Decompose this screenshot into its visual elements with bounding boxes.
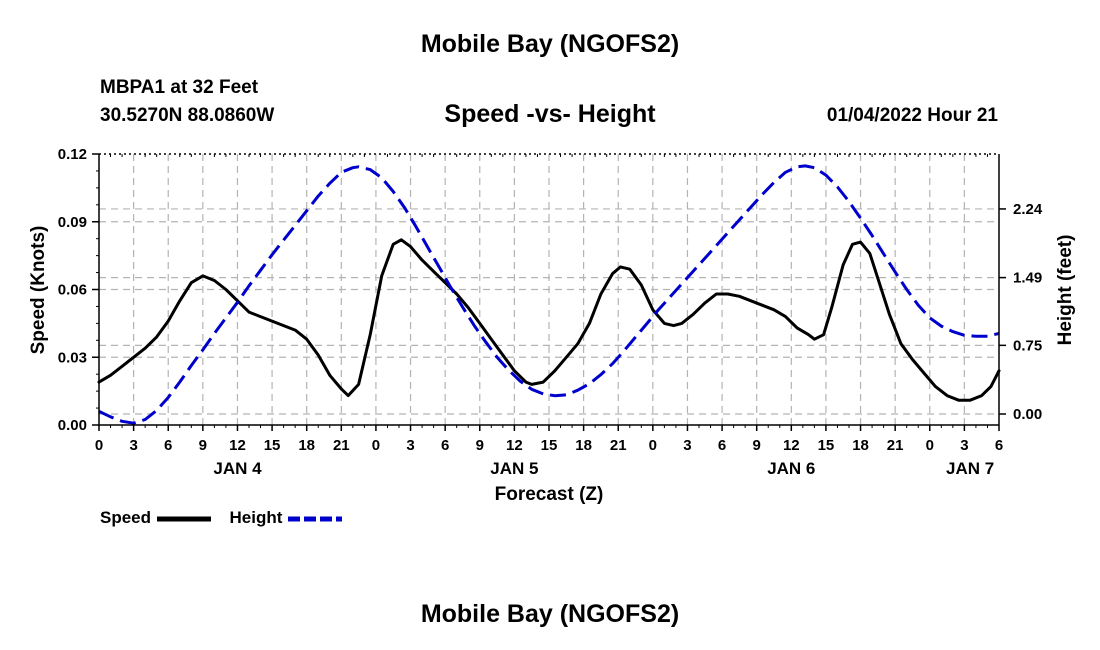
y-left-tick-label: 0.12 — [58, 146, 87, 163]
day-label: JAN 7 — [946, 459, 994, 478]
chart-title: Speed -vs- Height — [444, 100, 656, 128]
x-axis-label: Forecast (Z) — [495, 484, 604, 505]
x-tick-label: 21 — [333, 437, 350, 454]
y-axis-right-label: Height (feet) — [1055, 235, 1076, 346]
x-tick-label: 0 — [372, 437, 380, 454]
legend-height-swatch — [288, 516, 343, 522]
station-name: MBPA1 at 32 Feet — [100, 77, 259, 98]
x-tick-label: 15 — [541, 437, 558, 454]
x-tick-label: 21 — [887, 437, 904, 454]
y-left-tick-label: 0.03 — [58, 349, 87, 366]
x-tick-label: 3 — [683, 437, 691, 454]
day-label: JAN 4 — [213, 459, 262, 478]
x-tick-label: 6 — [441, 437, 449, 454]
x-tick-label: 9 — [476, 437, 484, 454]
legend-height-label: Height — [229, 508, 283, 527]
x-tick-label: 18 — [575, 437, 592, 454]
x-tick-label: 6 — [718, 437, 726, 454]
x-tick-label: 18 — [298, 437, 315, 454]
y-left-tick-label: 0.00 — [58, 417, 87, 434]
x-tick-label: 12 — [506, 437, 523, 454]
x-tick-label: 0 — [649, 437, 657, 454]
legend-speed-label: Speed — [100, 508, 152, 527]
x-tick-label: 15 — [818, 437, 835, 454]
station-coords: 30.5270N 88.0860W — [100, 105, 275, 126]
x-tick-label: 3 — [406, 437, 414, 454]
legend-speed-swatch — [156, 516, 211, 522]
series-line-speed — [97, 238, 1001, 402]
forecast-date: 01/04/2022 Hour 21 — [826, 105, 998, 126]
y-axis-left-label: Speed (Knots) — [28, 226, 49, 355]
x-tick-label: 9 — [199, 437, 207, 454]
series-line-height — [98, 164, 1000, 425]
x-tick-label: 12 — [229, 437, 246, 454]
x-tick-label: 18 — [852, 437, 869, 454]
y-right-tick-label: 0.00 — [1013, 406, 1042, 423]
x-tick-label: 0 — [95, 437, 103, 454]
y-right-tick-label: 0.75 — [1013, 337, 1042, 354]
x-tick-label: 6 — [164, 437, 172, 454]
x-tick-label: 12 — [783, 437, 800, 454]
y-right-tick-label: 2.24 — [1013, 201, 1043, 218]
day-label: JAN 6 — [767, 459, 815, 478]
series-group — [97, 164, 1001, 425]
legend: Speed Height — [100, 508, 343, 528]
x-tick-label: 0 — [926, 437, 934, 454]
axis-ticks: 0 3 6 9 12 15 18 21 0 3 6 9 12 15 18 21 0 3 6 9 12 15 18 21 0 3 6J… — [58, 146, 1043, 478]
page-title: Mobile Bay (NGOFS2) — [420, 30, 680, 58]
x-tick-label: 9 — [753, 437, 761, 454]
x-tick-label: 6 — [995, 437, 1003, 454]
day-label: JAN 5 — [490, 459, 538, 478]
x-tick-label: 3 — [129, 437, 137, 454]
footer-title: Mobile Bay (NGOFS2) — [420, 600, 680, 628]
y-left-tick-label: 0.09 — [58, 214, 87, 231]
x-tick-label: 21 — [610, 437, 627, 454]
grid — [99, 154, 999, 425]
x-tick-label: 15 — [264, 437, 281, 454]
y-left-tick-label: 0.06 — [58, 282, 87, 299]
x-tick-label: 3 — [960, 437, 968, 454]
y-right-tick-label: 1.49 — [1013, 270, 1042, 287]
